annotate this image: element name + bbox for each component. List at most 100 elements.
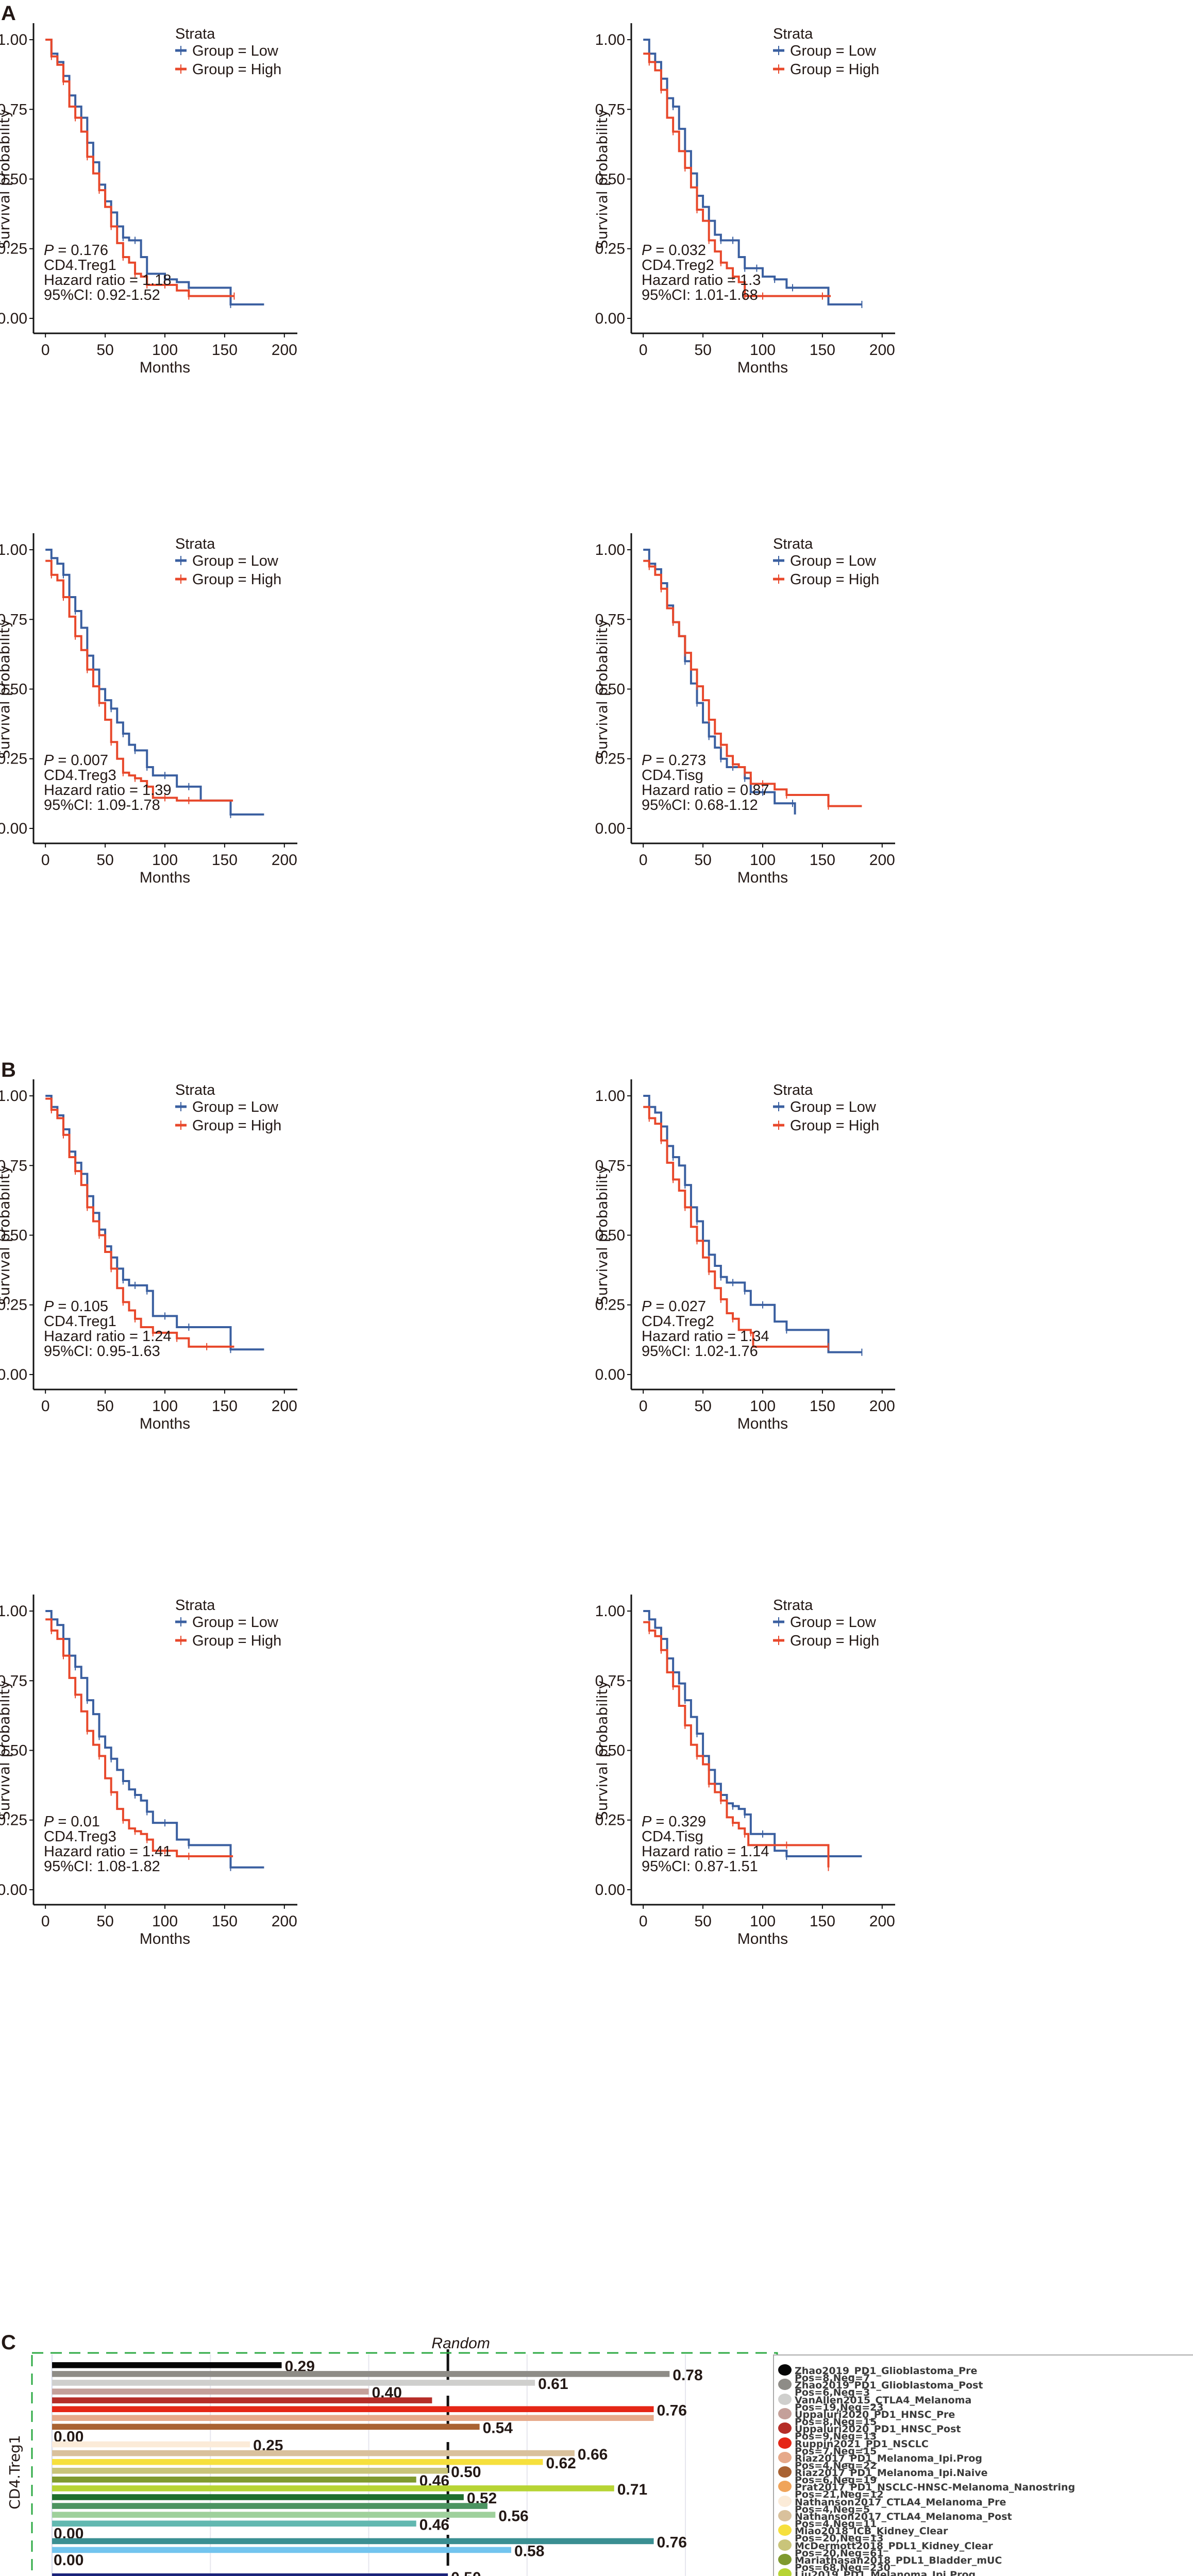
x-tick-label: 50 [96,852,113,869]
bar-value-label: 0.50 [451,2464,481,2481]
curve-high [643,1621,830,1868]
bar-value-label: 0.50 [451,2569,481,2576]
y-tick-label: 0.00 [0,1366,27,1383]
x-tick-label: 50 [694,852,711,869]
dataset-legend: Zhao2019_PD1_Glioblastoma_Pre Pos=8,Neg=7… [773,2354,1193,2576]
p-value: = 0.01 [54,1814,100,1830]
legend-title: Strata [773,26,813,42]
legend-dataset-counts: Pos=9,Neg=13 [795,2431,877,2443]
legend-label: Group = High [192,1117,281,1134]
y-tick-label: 0.25 [595,751,625,768]
km-svg: 0.00 0.25 0.50 0.75 1.00 0 50 100 150 200 Months Su… [0,1595,297,1947]
hazard-ratio-text: Hazard ratio = 1.39 [44,782,171,799]
bar-value-label: 0.66 [578,2446,608,2463]
p-symbol: P [642,1298,652,1315]
legend-dot-icon [778,2379,792,2391]
legend-dataset-name: Uppaluri2020_PD1_HNSC_Post [795,2424,961,2435]
cell-type-label: CD4.Treg2 [642,257,714,274]
bar [52,2415,654,2421]
p-value-text: P = 0.273 [642,752,706,769]
legend-dataset-counts: Pos=4,Neg=5 [795,2503,870,2515]
km-plot-b1: 0.00 0.25 0.50 0.75 1.00 0 50 100 150 200 Months Su… [0,1066,593,1520]
y-tick-label: 0.50 [0,681,27,698]
y-tick-label: 1.00 [0,31,27,48]
y-tick-label: 0.75 [595,1672,625,1689]
x-axis-title: Months [140,1415,190,1432]
bar-value-label: 0.56 [498,2507,528,2524]
y-tick-label: 0.75 [595,101,625,118]
x-tick-label: 100 [750,342,776,359]
hazard-ratio-text: Hazard ratio = 1.18 [44,272,171,289]
legend-dot-icon [778,2553,792,2565]
legend-dataset-counts: Pos=16,Neg=31 [795,2574,884,2576]
y-tick-label: 1.00 [0,1088,27,1105]
km-svg: 0.00 0.25 0.50 0.75 1.00 0 50 100 150 200 Months Su… [594,533,895,886]
hazard-ratio-text: Hazard ratio = 1.14 [642,1843,769,1860]
p-value-text: P = 0.105 [44,1298,108,1315]
x-tick-label: 150 [212,1398,238,1415]
legend-dataset-counts: Pos=4,Neg=11 [795,2518,877,2530]
p-value: = 0.032 [651,242,706,259]
y-tick-label: 0.00 [595,1366,625,1383]
y-tick-label: 0.50 [595,171,625,188]
y-axis-title: Survival probability [594,109,611,249]
legend-label: Group = Low [192,553,279,569]
bar [52,2477,416,2483]
legend-label: Group = High [192,61,281,78]
legend-dot-icon [778,2451,792,2463]
legend-dataset-name: Riaz2017_PD1_Melanoma_Ipi.Prog [795,2452,982,2464]
curve-low [45,1610,264,1869]
legend-dot-icon [778,2481,792,2493]
x-tick-label: 50 [96,1398,113,1415]
x-tick-label: 200 [272,852,297,869]
x-tick-label: 100 [152,1913,178,1930]
legend-dataset-name: Zhao2019_PD1_Glioblastoma_Pre [795,2365,978,2377]
y-axis-title: Survival probability [594,1165,611,1305]
legend-label: Group = High [790,1117,879,1134]
curve-high [45,1097,234,1348]
ci-text: 95%CI: 0.95-1.63 [44,1343,160,1360]
y-tick-label: 0.75 [0,1157,27,1174]
y-tick-label: 0.00 [595,1882,625,1899]
legend-label: Group = Low [790,553,877,569]
x-tick-label: 50 [694,1398,711,1415]
hazard-ratio-text: Hazard ratio = 1.24 [44,1328,171,1345]
x-tick-label: 150 [810,852,835,869]
legend-dataset-name: Miao2018_ICB_Kidney_Clear [795,2526,948,2537]
legend-dot-icon [778,2495,792,2507]
legend-label: Group = Low [790,1614,877,1631]
km-svg: 0.00 0.25 0.50 0.75 1.00 0 50 100 150 200 Months Su… [594,1595,895,1947]
bar [52,2459,543,2465]
cell-type-label: CD4.Tisg [642,1828,703,1845]
x-tick-label: 150 [810,1398,835,1415]
y-tick-label: 0.25 [595,1812,625,1829]
legend-dataset-name: Liu2019_PD1_Melanoma_Ipi.Prog [795,2569,976,2576]
bar-value-label: 0.54 [483,2420,513,2437]
km-svg: 0.00 0.25 0.50 0.75 1.00 0 50 100 150 200 Months Su… [594,1079,895,1432]
y-tick-label: 0.75 [0,1672,27,1689]
legend-title: Strata [175,1597,215,1614]
x-tick-label: 100 [152,1398,178,1415]
x-tick-label: 50 [96,1913,113,1930]
p-value: = 0.329 [651,1814,706,1830]
legend-title: Strata [773,536,813,552]
legend-dataset-counts: Pos=6,Neg=19 [795,2475,877,2486]
bar [52,2520,416,2527]
km-plot-a2: 0.00 0.25 0.50 0.75 1.00 0 50 100 150 200 Months Su… [594,10,1190,464]
x-tick-label: 0 [639,1913,648,1930]
bar-value-label: 0.46 [419,2516,449,2533]
p-value-text: P = 0.007 [44,752,108,769]
legend-dot-icon [778,2539,792,2551]
y-tick-label: 0.25 [595,1297,625,1314]
legend-title: Strata [773,1082,813,1098]
curve-high [45,1618,233,1858]
x-tick-label: 50 [694,1913,711,1930]
p-symbol: P [44,1298,54,1315]
hazard-ratio-text: Hazard ratio = 1.34 [642,1328,769,1345]
bar [52,2397,432,2403]
p-value: = 0.176 [54,242,108,259]
p-value-text: P = 0.329 [642,1814,706,1830]
legend-dataset-name: Riaz2017_PD1_Melanoma_Ipi.Naive [795,2467,988,2479]
x-tick-label: 100 [750,1913,776,1930]
x-tick-label: 50 [694,342,711,359]
